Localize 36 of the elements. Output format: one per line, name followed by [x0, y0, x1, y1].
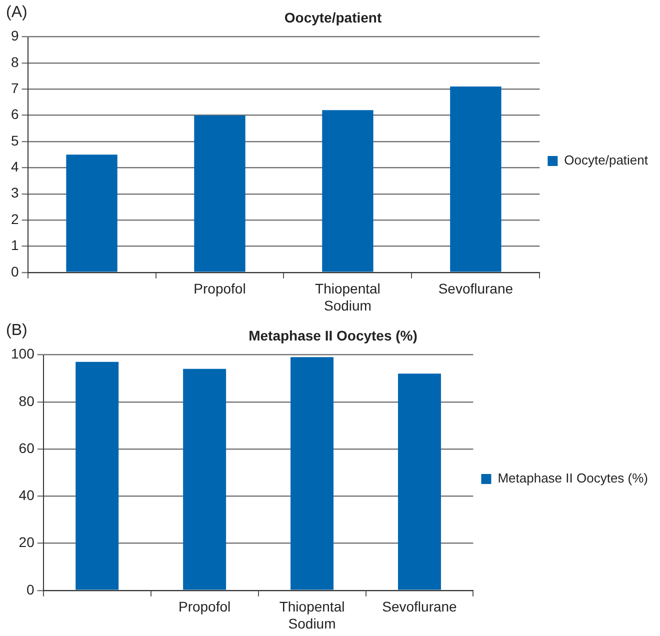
bar: [194, 115, 246, 272]
x-tick-label: Propofol: [194, 280, 246, 297]
bar: [183, 368, 226, 590]
y-tick-label: 7: [10, 80, 19, 96]
x-tick-label: Thiopental Sodium: [279, 598, 345, 632]
y-tick-label: 60: [18, 440, 35, 456]
bar: [322, 110, 374, 272]
bar: [398, 374, 441, 590]
bar: [450, 86, 502, 272]
y-tick-label: 6: [10, 106, 19, 122]
y-tick-label: 3: [10, 184, 19, 201]
text: (B): [6, 322, 28, 340]
x-tick-label: Propofol: [178, 598, 231, 615]
bar: [76, 362, 119, 590]
y-tick-label: 4: [10, 158, 19, 175]
x-tick-label: Sevoflurane: [382, 598, 458, 615]
bar: [66, 154, 118, 272]
y-tick-label: 80: [18, 392, 35, 409]
y-tick-label: 8: [10, 54, 19, 70]
y-tick-label: 40: [18, 487, 35, 504]
bar: [290, 357, 334, 590]
legend-label: Metaphase II Oocytes (%): [498, 470, 648, 486]
y-tick-label: 9: [10, 28, 19, 44]
legend-label: Oocyte/patient: [564, 152, 648, 168]
y-tick-label: 5: [10, 132, 19, 148]
y-tick-label: 1: [10, 237, 19, 254]
y-tick-label: 0: [10, 263, 19, 280]
chart-title: Metaphase II Oocytes (%): [248, 327, 418, 344]
chart-title: Oocyte/patient: [284, 9, 382, 26]
y-tick-label: 100: [11, 346, 35, 362]
y-tick-label: 20: [18, 534, 35, 550]
x-tick-label: Thiopental Sodium: [315, 280, 380, 314]
y-tick-label: 2: [10, 210, 19, 227]
y-tick-label: 0: [26, 581, 35, 598]
x-tick-label: Sevoflurane: [438, 280, 514, 297]
text: (A): [6, 4, 28, 22]
